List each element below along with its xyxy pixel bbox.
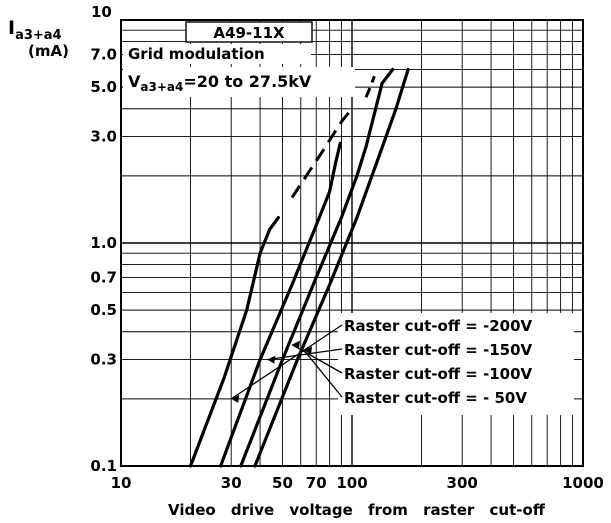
x-tick-label: 300	[447, 474, 478, 492]
x-tick-label: 100	[336, 474, 367, 492]
y-tick-label: 10	[91, 3, 112, 21]
info-voltage-prefix: V	[128, 72, 141, 91]
x-axis-label: Video drive voltage from raster cut-off	[168, 501, 546, 519]
info-modulation: Grid modulation	[128, 45, 265, 63]
y-axis-label-main: I	[8, 17, 15, 39]
y-tick-label: 0.5	[90, 301, 117, 319]
info-voltage-range: =20 to 27.5kV	[183, 72, 312, 91]
info-title: A49-11X	[213, 24, 285, 42]
series-line-4	[253, 67, 410, 468]
plot-border	[120, 19, 584, 467]
legend-arrowhead	[267, 355, 276, 364]
legend-entry: Raster cut-off = -200V	[344, 317, 533, 335]
legend: Raster cut-off = -200V Raster cut-off = -…	[230, 313, 574, 415]
legend-arrowhead	[304, 346, 313, 355]
x-tick-label: 70	[306, 474, 327, 492]
legend-entry: Raster cut-off = -100V	[344, 365, 533, 383]
plot-frame	[120, 19, 584, 467]
y-tick-label: 0.7	[90, 269, 117, 287]
x-tick-label: 1000	[562, 474, 604, 492]
y-tick-label: 0.1	[90, 457, 117, 475]
dashed-extension-line	[364, 75, 376, 98]
x-tick-label: 10	[111, 474, 132, 492]
series-line-1	[188, 216, 280, 468]
legend-leader-line	[291, 344, 343, 374]
info-voltage-sub: a3+a4	[140, 80, 183, 94]
dashed-extension-line	[290, 107, 354, 199]
y-tick-label: 3.0	[90, 128, 117, 146]
legend-entry: Raster cut-off = - 50V	[344, 389, 527, 407]
info-voltage-bg	[123, 67, 355, 97]
tick-labels: 10 30 50 70 100 300 1000 0.1 0.3 0.5 0.7 1.0 3.0 5.0 7…	[90, 3, 603, 492]
y-axis-label: Ia3+a4	[8, 17, 62, 43]
legend-entry: Raster cut-off = -150V	[344, 341, 533, 359]
y-tick-label: 0.3	[90, 351, 117, 369]
series-line-2	[219, 141, 342, 468]
y-axis-unit: (mA)	[28, 42, 69, 60]
x-tick-label: 50	[272, 474, 293, 492]
y-tick-label: 7.0	[90, 46, 117, 64]
series-group	[188, 67, 410, 468]
legend-leader-line	[303, 349, 343, 398]
info-box: A49-11X Grid modulation Va3+a4=20 to 27.5k…	[123, 21, 355, 97]
info-title-box	[185, 21, 313, 43]
y-tick-label: 5.0	[90, 78, 117, 96]
info-voltage: Va3+a4=20 to 27.5kV	[128, 72, 312, 94]
legend-background	[338, 313, 574, 415]
y-tick-label: 1.0	[90, 234, 117, 252]
series-line-3	[239, 67, 395, 468]
y-axis-label-sub: a3+a4	[15, 28, 62, 43]
x-tick-label: 30	[221, 474, 242, 492]
legend-arrowhead	[292, 340, 301, 349]
legend-leader-line	[267, 348, 343, 361]
info-line-bg	[123, 44, 311, 64]
legend-leader-line	[230, 324, 343, 400]
legend-arrowhead	[231, 394, 240, 403]
